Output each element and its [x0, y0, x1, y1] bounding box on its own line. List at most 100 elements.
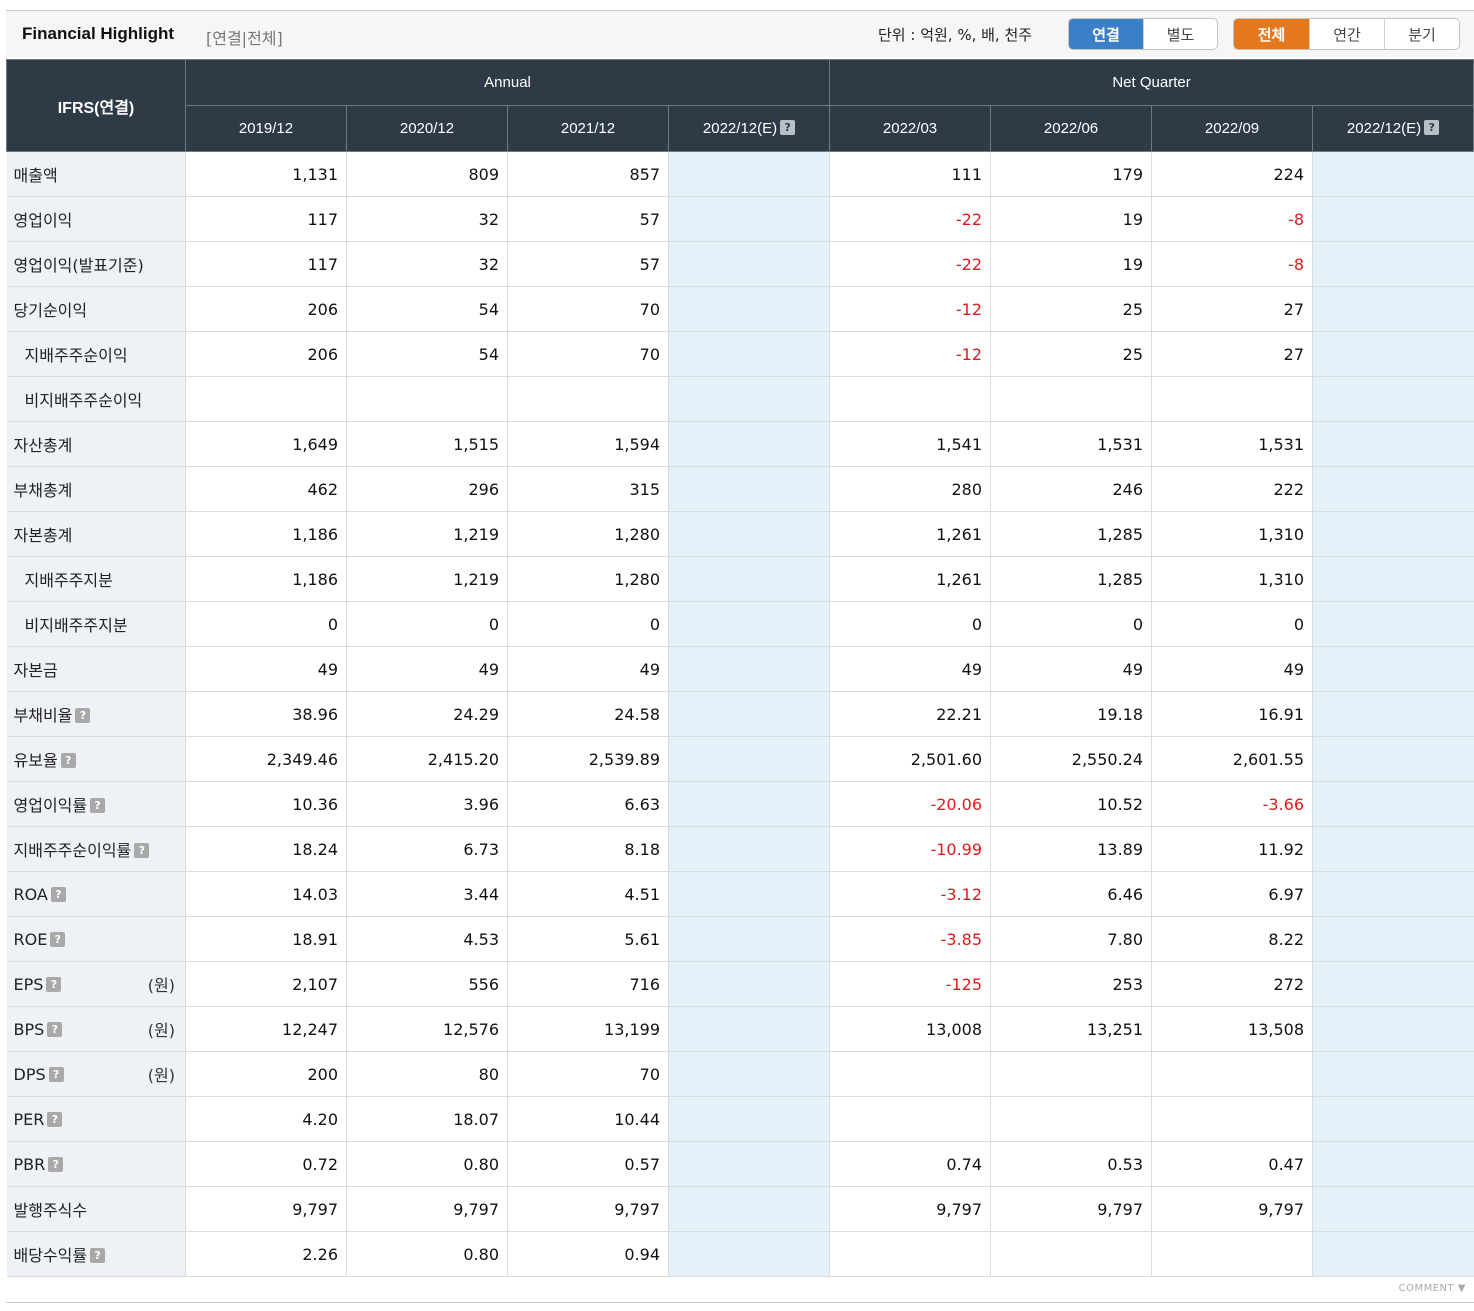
- table-cell: 57: [507, 241, 669, 287]
- table-cell: 11.92: [1151, 826, 1313, 872]
- separate-button[interactable]: 별도: [1143, 19, 1217, 49]
- help-icon[interactable]: ?: [75, 708, 91, 723]
- help-icon[interactable]: ?: [60, 753, 76, 768]
- table-cell: 10.36: [185, 781, 347, 827]
- table-cell: 80: [346, 1051, 508, 1097]
- comment-toggle[interactable]: COMMENT ▼: [1398, 1283, 1466, 1294]
- table-row: 유보율? 2,349.46 2,415.20 2,539.89 2,501.60 2,55…: [6, 736, 1474, 782]
- help-icon[interactable]: ?: [50, 886, 66, 902]
- table-row: 당기순이익 206 54 70 -12 25 27: [6, 286, 1474, 332]
- row-label: ROE?: [6, 916, 186, 962]
- help-icon[interactable]: ?: [1424, 120, 1440, 135]
- table-cell: 49: [990, 646, 1152, 692]
- table-cell: [667, 421, 830, 467]
- column-header: 2020/12: [346, 105, 508, 152]
- row-label: 비지배주주지분: [6, 601, 186, 647]
- row-label-text: PER: [13, 1109, 45, 1129]
- table-cell: [1312, 151, 1474, 197]
- table-cell: [667, 1141, 830, 1187]
- table-cell: 4.20: [185, 1096, 347, 1142]
- table-cell: 1,285: [990, 556, 1152, 602]
- row-label: 매출액: [6, 151, 186, 197]
- basis-toggle: 연결 별도: [1068, 18, 1218, 50]
- table-cell: 13,251: [990, 1006, 1152, 1052]
- table-cell: 0: [507, 601, 669, 647]
- table-cell: 13,199: [507, 1006, 669, 1052]
- table-cell: [667, 961, 830, 1007]
- help-icon[interactable]: ?: [50, 931, 66, 947]
- table-cell: -20.06: [829, 781, 991, 827]
- table-cell: [990, 1096, 1152, 1142]
- consolidated-button[interactable]: 연결: [1069, 19, 1143, 49]
- table-cell: [667, 871, 830, 917]
- table-cell: 1,594: [507, 421, 669, 467]
- row-label-text: 자본총계: [13, 526, 73, 545]
- help-icon[interactable]: ?: [48, 1066, 64, 1082]
- table-cell: 462: [185, 466, 347, 512]
- table-cell: -3.85: [829, 916, 991, 962]
- row-label-text: 부채총계: [13, 481, 73, 500]
- table-cell: 200: [185, 1051, 347, 1097]
- row-label-text: 자산총계: [13, 436, 73, 455]
- help-icon[interactable]: ?: [90, 1248, 106, 1263]
- help-icon[interactable]: ?: [46, 976, 62, 992]
- table-cell: [1312, 601, 1474, 647]
- table-cell: 857: [507, 151, 669, 197]
- table-cell: 1,310: [1151, 556, 1313, 602]
- table-cell: [1312, 691, 1474, 737]
- table-cell: 9,797: [990, 1186, 1152, 1232]
- table-row: 지배주주지분 1,186 1,219 1,280 1,261 1,285 1,310: [6, 556, 1474, 602]
- table-cell: 809: [346, 151, 508, 197]
- help-icon[interactable]: ?: [47, 1021, 63, 1037]
- help-icon[interactable]: ?: [47, 1111, 63, 1127]
- table-row: 발행주식수 9,797 9,797 9,797 9,797 9,797 9,797: [6, 1186, 1474, 1232]
- help-icon[interactable]: ?: [134, 843, 150, 858]
- table-cell: [1312, 241, 1474, 287]
- table-cell: [1312, 376, 1474, 422]
- quarterly-button[interactable]: 분기: [1384, 19, 1459, 49]
- table-cell: 0: [829, 601, 991, 647]
- table-cell: 117: [185, 196, 347, 242]
- row-label-text: 지배주주순이익: [24, 346, 128, 365]
- row-label-text: 비지배주주순이익: [24, 391, 143, 410]
- row-label: EPS? (원): [6, 961, 186, 1007]
- table-cell: 10.52: [990, 781, 1152, 827]
- table-cell: [1312, 736, 1474, 782]
- unit-label: 단위 : 억원, %, 배, 천주: [878, 26, 1033, 44]
- table-cell: 70: [507, 331, 669, 377]
- annual-group-header: Annual: [184, 59, 831, 106]
- table-cell: 24.58: [507, 691, 669, 737]
- table-cell: 1,261: [829, 511, 991, 557]
- row-label-text: 매출액: [13, 166, 58, 185]
- row-label: 비지배주주순이익: [6, 376, 186, 422]
- table-cell: [1312, 1096, 1474, 1142]
- table-cell: 19: [990, 196, 1152, 242]
- table-cell: 8.22: [1151, 916, 1313, 962]
- table-row: 매출액 1,131 809 857 111 179 224: [6, 151, 1474, 197]
- help-icon[interactable]: ?: [780, 120, 796, 135]
- table-cell: 54: [346, 286, 508, 332]
- table-cell: 222: [1151, 466, 1313, 512]
- table-cell: 0.80: [346, 1141, 508, 1187]
- table-cell: [667, 691, 830, 737]
- row-label-text: 배당수익률: [13, 1246, 88, 1265]
- financial-highlight-table: IFRS(연결) Annual Net Quarter 2019/12 2020…: [6, 59, 1474, 1277]
- help-icon[interactable]: ?: [48, 1156, 64, 1172]
- table-row: 지배주주순이익 206 54 70 -12 25 27: [6, 331, 1474, 377]
- row-label: PBR?: [6, 1141, 186, 1187]
- table-cell: 272: [1151, 961, 1313, 1007]
- table-cell: [1312, 1006, 1474, 1052]
- help-icon[interactable]: ?: [90, 798, 106, 813]
- table-row: 영업이익률? 10.36 3.96 6.63 -20.06 10.52 -3.66: [6, 781, 1474, 827]
- table-row: 지배주주순이익률? 18.24 6.73 8.18 -10.99 13.89 11.92: [6, 826, 1474, 872]
- column-header: 2022/03: [829, 105, 992, 152]
- table-cell: -22: [829, 196, 991, 242]
- table-cell: 9,797: [1151, 1186, 1313, 1232]
- all-period-button[interactable]: 전체: [1234, 19, 1309, 49]
- table-cell: [667, 511, 830, 557]
- table-cell: [667, 736, 830, 782]
- annual-button[interactable]: 연간: [1309, 19, 1384, 49]
- table-cell: [1312, 1186, 1474, 1232]
- row-label-text: 당기순이익: [13, 301, 88, 320]
- table-row: EPS? (원) 2,107 556 716 -125 253 272: [6, 961, 1474, 1007]
